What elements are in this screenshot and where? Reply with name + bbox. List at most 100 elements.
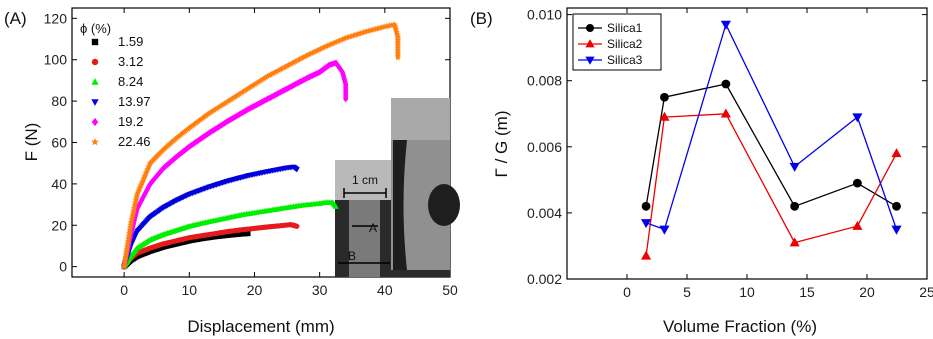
data-point <box>641 219 652 229</box>
series-13.97 <box>121 164 300 270</box>
data-point <box>659 111 670 121</box>
x-tick-label: 10 <box>739 284 755 300</box>
data-point <box>211 106 218 113</box>
data-point <box>251 80 259 87</box>
y-tick-label: 0.004 <box>527 205 562 221</box>
data-point <box>790 201 800 211</box>
data-point <box>267 71 274 78</box>
panel-a-legend-title: ϕ (%) <box>80 21 111 36</box>
inset-marker-b: B <box>348 249 356 263</box>
data-point <box>299 54 306 61</box>
data-point <box>233 92 241 99</box>
panel-b-axes: 0 5 10 15 20 25 0.002 0.004 0.006 0.008 0.010 <box>527 7 933 300</box>
data-point <box>243 86 250 93</box>
data-point <box>660 92 669 102</box>
data-point <box>232 93 239 100</box>
y-tick-label: 0 <box>59 259 67 275</box>
legend-label: 3.12 <box>118 54 143 69</box>
legend-label: 8.24 <box>118 74 143 89</box>
panel-label-a: (A) <box>4 9 27 28</box>
data-point <box>236 90 243 97</box>
data-point <box>272 68 280 75</box>
data-point <box>250 81 257 88</box>
data-point <box>218 102 225 109</box>
data-point <box>237 89 245 96</box>
data-point <box>271 69 278 76</box>
data-point <box>215 103 222 111</box>
series-19.2 <box>121 59 349 271</box>
x-tick-label: 15 <box>799 284 815 300</box>
x-tick-label: 0 <box>623 284 631 300</box>
inset-marker-a: A <box>369 221 377 235</box>
data-point <box>332 203 339 209</box>
data-point <box>207 109 214 116</box>
data-point <box>283 62 291 69</box>
data-point <box>394 54 402 61</box>
data-point <box>219 101 227 108</box>
data-point <box>248 82 256 89</box>
legend-marker <box>585 56 595 65</box>
data-point <box>891 148 902 158</box>
data-point <box>244 85 252 92</box>
legend-label: Silica1 <box>607 21 643 35</box>
legend-label: 19.2 <box>118 114 143 129</box>
y-tick-label: 20 <box>51 217 67 233</box>
data-point <box>641 250 652 260</box>
data-point <box>282 63 289 70</box>
panel-b-series <box>641 20 902 260</box>
data-point <box>641 201 651 211</box>
data-point <box>208 108 215 115</box>
series-8.24 <box>121 199 339 269</box>
panel-b-ylabel: Γ / G (m) <box>492 111 511 178</box>
panel-label-b: (B) <box>470 9 493 28</box>
legend-label: 13.97 <box>118 94 151 109</box>
legend-marker <box>91 78 99 85</box>
data-point <box>892 201 901 211</box>
data-point <box>853 178 862 188</box>
y-tick-label: 100 <box>44 52 68 68</box>
data-point <box>720 108 731 118</box>
data-point <box>659 225 670 235</box>
data-point <box>302 52 309 60</box>
data-point <box>265 72 273 79</box>
y-tick-label: 60 <box>51 135 67 151</box>
legend-marker <box>585 39 595 48</box>
series-line <box>645 83 897 208</box>
data-point <box>293 57 301 64</box>
y-tick-label: 40 <box>51 176 67 192</box>
data-point <box>852 113 863 123</box>
data-point <box>297 55 305 62</box>
data-point <box>269 69 277 77</box>
legend-marker <box>91 58 99 66</box>
data-point <box>281 64 288 71</box>
data-point <box>223 98 231 105</box>
data-point <box>261 74 268 81</box>
data-point <box>221 100 228 107</box>
x-tick-label: 30 <box>312 282 328 298</box>
x-tick-label: 20 <box>247 282 263 298</box>
data-point <box>288 60 295 67</box>
panel-a-axes: 0 10 20 30 40 50 0 20 40 60 80 100 120 <box>44 8 458 298</box>
data-point <box>293 167 300 173</box>
data-point <box>262 73 270 80</box>
data-point <box>205 110 213 117</box>
data-point <box>255 78 263 85</box>
x-tick-label: 40 <box>377 282 393 298</box>
data-point <box>891 225 902 235</box>
x-tick-label: 25 <box>919 284 933 300</box>
y-tick-label: 80 <box>51 93 67 109</box>
legend-label: Silica2 <box>607 37 643 51</box>
data-point <box>296 55 303 63</box>
data-point <box>246 84 253 91</box>
x-tick-label: 50 <box>442 282 458 298</box>
data-point <box>852 220 863 230</box>
legend-marker <box>91 38 99 46</box>
panel-b-legend: Silica1 Silica2 Silica3 <box>572 13 662 71</box>
x-tick-label: 5 <box>683 284 691 300</box>
data-point <box>214 104 221 111</box>
x-tick-label: 0 <box>120 282 128 298</box>
data-point <box>274 67 281 74</box>
y-tick-label: 0.006 <box>527 139 562 155</box>
data-point <box>229 95 236 102</box>
legend-label: 1.59 <box>118 34 143 49</box>
